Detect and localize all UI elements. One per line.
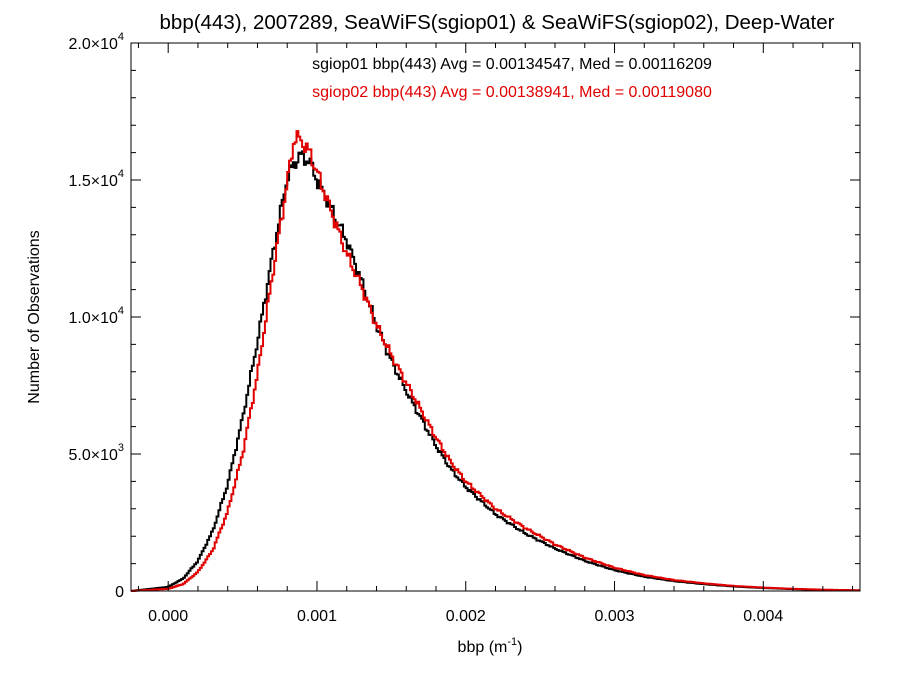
ticks-layer <box>131 42 860 592</box>
histogram-series-2 <box>131 130 860 592</box>
y-tick-label: 5.0×103 <box>68 442 124 464</box>
y-tick-mantissa: 2.0×10 <box>68 36 117 53</box>
x-axis-label-base: bbp (m <box>458 639 508 656</box>
series-layer <box>131 130 860 592</box>
y-tick-exponent: 3 <box>118 442 124 454</box>
y-tick-mantissa: 5.0×10 <box>68 447 117 464</box>
y-tick-exponent: 4 <box>118 305 124 317</box>
x-tick-label: 0.004 <box>743 608 783 625</box>
y-tick-label: 1.0×104 <box>68 305 124 327</box>
y-tick-mantissa: 1.5×10 <box>68 173 117 190</box>
y-tick-exponent: 4 <box>118 31 124 43</box>
y-tick-label: 0 <box>115 584 124 601</box>
x-tick-label: 0.001 <box>297 608 337 625</box>
y-tick-mantissa: 1.0×10 <box>68 310 117 327</box>
legend-entry-sgiop02: sgiop02 bbp(443) Avg = 0.00138941, Med =… <box>312 84 712 101</box>
y-tick-label: 2.0×104 <box>68 31 124 53</box>
x-axis-label-close: ) <box>517 639 522 656</box>
axis-ticks <box>131 42 860 592</box>
x-tick-labels: 0.000 0.001 0.002 0.003 0.004 <box>148 608 783 625</box>
x-axis-label-exponent: -1 <box>507 636 517 648</box>
y-axis-label: Number of Observations <box>26 230 43 403</box>
histogram-series-1 <box>131 150 860 592</box>
y-tick-exponent: 4 <box>118 168 124 180</box>
y-tick-mantissa: 0 <box>115 584 124 601</box>
legend-entry-sgiop01: sgiop01 bbp(443) Avg = 0.00134547, Med =… <box>312 56 712 73</box>
chart-title: bbp(443), 2007289, SeaWiFS(sgiop01) & Se… <box>160 11 835 34</box>
x-tick-label: 0.000 <box>148 608 188 625</box>
x-axis-label: bbp (m-1) <box>458 636 523 656</box>
x-tick-label: 0.003 <box>594 608 634 625</box>
x-tick-label: 0.002 <box>446 608 486 625</box>
y-tick-label: 1.5×104 <box>68 168 124 190</box>
